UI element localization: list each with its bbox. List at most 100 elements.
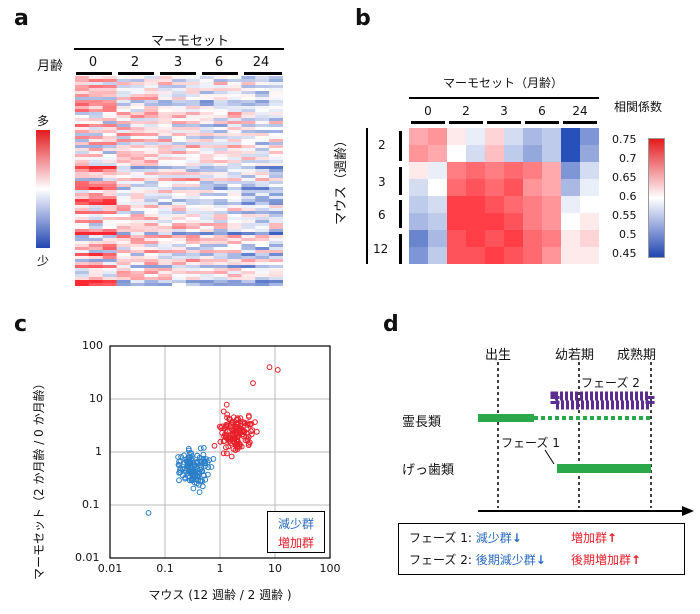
heatmap-b-cell bbox=[447, 196, 467, 214]
heatmap-a-cell bbox=[227, 169, 242, 173]
heatmap-a-cell bbox=[144, 280, 159, 284]
heatmap-a-cell bbox=[199, 151, 215, 155]
heatmap-a-cell bbox=[144, 250, 159, 254]
heatmap-a-cell bbox=[213, 163, 228, 167]
heatmap-a-cell bbox=[144, 229, 159, 233]
heatmap-a-cell bbox=[241, 160, 256, 164]
heatmap-a-cell bbox=[172, 109, 187, 113]
panel-c-point bbox=[185, 445, 192, 452]
panel-b-row-12: 12 bbox=[373, 242, 389, 256]
heatmap-a-cell bbox=[185, 154, 201, 158]
heatmap-a-cell bbox=[269, 229, 283, 233]
heatmap-a-cell bbox=[88, 76, 104, 80]
phase1-legend-decrease: 減少群 bbox=[475, 531, 512, 545]
heatmap-a-cell bbox=[75, 235, 90, 239]
heatmap-a-cell bbox=[144, 121, 159, 125]
heatmap-a-cell bbox=[116, 178, 131, 182]
heatmap-b-cell bbox=[561, 213, 581, 231]
heatmap-a-cell bbox=[102, 166, 117, 170]
heatmap-a-cell bbox=[199, 172, 215, 176]
panel-c-point bbox=[196, 454, 203, 461]
heatmap-a-cell bbox=[185, 160, 201, 164]
heatmap-a-cell bbox=[88, 88, 104, 92]
heatmap-a-cell bbox=[185, 88, 201, 92]
heatmap-a-cell bbox=[185, 106, 201, 110]
heatmap-a-cell bbox=[75, 91, 90, 95]
heatmap-a-cell bbox=[227, 154, 242, 158]
heatmap-a-cell bbox=[269, 103, 283, 107]
heatmap-a-cell bbox=[269, 202, 283, 206]
heatmap-a-cell bbox=[269, 82, 283, 86]
heatmap-a-cell bbox=[241, 217, 256, 221]
heatmap-a-cell bbox=[255, 214, 270, 218]
heatmap-a-cell bbox=[227, 157, 242, 161]
heatmap-a-cell bbox=[116, 88, 131, 92]
heatmap-a-cell bbox=[116, 220, 131, 224]
heatmap-a-cell bbox=[227, 127, 242, 131]
heatmap-a-cell bbox=[116, 166, 131, 170]
heatmap-a-cell bbox=[158, 214, 173, 218]
heatmap-b-cell bbox=[580, 179, 599, 197]
heatmap-a-cell bbox=[199, 166, 215, 170]
heatmap-a-cell bbox=[227, 151, 242, 155]
heatmap-a-cell bbox=[102, 223, 117, 227]
heatmap-a-cell bbox=[255, 247, 270, 251]
heatmap-a-cell bbox=[88, 214, 104, 218]
heatmap-a-cell bbox=[241, 283, 256, 286]
heatmap-a-cell bbox=[172, 193, 187, 197]
panel-a-heatmap bbox=[75, 76, 283, 286]
heatmap-a-cell bbox=[227, 190, 242, 194]
heatmap-a-cell bbox=[158, 241, 173, 245]
panel-c-xtick-0.01: 0.01 bbox=[97, 562, 123, 575]
panel-c-point bbox=[192, 473, 199, 479]
panel-c-point bbox=[223, 401, 230, 408]
heatmap-a-cell bbox=[227, 217, 242, 221]
heatmap-a-cell bbox=[102, 118, 117, 122]
heatmap-a-cell bbox=[158, 238, 173, 242]
heatmap-a-cell bbox=[255, 109, 270, 113]
heatmap-a-cell bbox=[241, 103, 256, 107]
heatmap-a-cell bbox=[227, 229, 242, 233]
heatmap-a-cell bbox=[130, 169, 145, 173]
phase1-label: フェーズ 1 bbox=[501, 436, 560, 450]
heatmap-a-cell bbox=[130, 88, 145, 92]
heatmap-a-cell bbox=[130, 157, 145, 161]
heatmap-a-cell bbox=[213, 244, 228, 248]
heatmap-a-cell bbox=[199, 223, 215, 227]
heatmap-a-cell bbox=[213, 208, 228, 212]
heatmap-a-cell bbox=[102, 232, 117, 236]
heatmap-a-cell bbox=[102, 85, 117, 89]
panel-d-timeline bbox=[478, 362, 694, 516]
heatmap-a-cell bbox=[269, 118, 283, 122]
panel-b-col-bar-2 bbox=[449, 121, 483, 124]
heatmap-a-cell bbox=[102, 268, 117, 272]
heatmap-a-cell bbox=[130, 262, 145, 266]
heatmap-a-cell bbox=[255, 253, 270, 257]
panel-b-colorbar-title: 相関係数 bbox=[614, 100, 663, 114]
heatmap-a-cell bbox=[130, 91, 145, 95]
panel-b-cb-tick-1: 0.7 bbox=[619, 152, 637, 165]
heatmap-a-cell bbox=[75, 208, 90, 212]
heatmap-a-cell bbox=[185, 280, 201, 284]
heatmap-a-cell bbox=[227, 265, 242, 269]
heatmap-a-cell bbox=[213, 115, 228, 119]
heatmap-a-cell bbox=[144, 103, 159, 107]
heatmap-a-cell bbox=[185, 136, 201, 140]
heatmap-a-cell bbox=[116, 184, 131, 188]
heatmap-a-cell bbox=[199, 187, 215, 191]
heatmap-a-cell bbox=[88, 256, 104, 260]
heatmap-a-cell bbox=[88, 259, 104, 263]
heatmap-a-cell bbox=[255, 163, 270, 167]
heatmap-a-cell bbox=[269, 247, 283, 251]
heatmap-a-cell bbox=[75, 253, 90, 257]
heatmap-a-cell bbox=[241, 241, 256, 245]
heatmap-a-cell bbox=[241, 175, 256, 179]
heatmap-a-cell bbox=[199, 160, 215, 164]
heatmap-a-cell bbox=[88, 166, 104, 170]
heatmap-a-cell bbox=[130, 241, 145, 245]
heatmap-a-cell bbox=[269, 112, 283, 116]
heatmap-a-cell bbox=[102, 277, 117, 281]
heatmap-a-cell bbox=[241, 106, 256, 110]
heatmap-a-cell bbox=[88, 262, 104, 266]
heatmap-a-cell bbox=[227, 202, 242, 206]
